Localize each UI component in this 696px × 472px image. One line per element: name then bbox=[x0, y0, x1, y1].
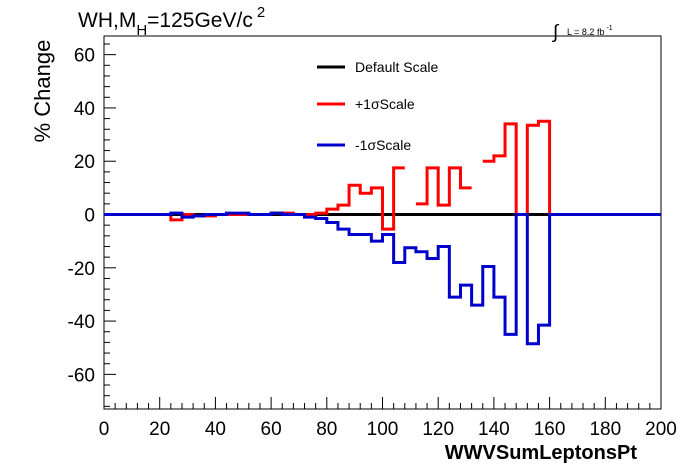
lumi-integral-sign: ∫ bbox=[552, 22, 560, 43]
x-axis: 0 20 40 60 80 100 120 140 160 180 200 bbox=[99, 397, 677, 440]
legend-label-default: Default Scale bbox=[355, 59, 438, 75]
x-tick-label: 120 bbox=[422, 419, 454, 440]
x-tick-label: 140 bbox=[478, 419, 510, 440]
legend-label-plus: +1σScale bbox=[355, 96, 415, 112]
legend-label-minus: -1σScale bbox=[355, 137, 411, 153]
series-line-2 bbox=[104, 211, 661, 346]
series-layer bbox=[104, 119, 661, 346]
y-tick-label: -60 bbox=[68, 365, 95, 386]
x-tick-label: 60 bbox=[261, 419, 282, 440]
x-tick-label: 160 bbox=[534, 419, 566, 440]
x-tick-label: 80 bbox=[316, 419, 337, 440]
y-tick-label: 20 bbox=[74, 152, 95, 173]
x-tick-label: 200 bbox=[645, 419, 677, 440]
y-axis: -60 -40 -20 0 20 40 60 bbox=[68, 43, 116, 407]
y-tick-label: 0 bbox=[84, 206, 95, 227]
x-axis-label: WWVSumLeptonsPt bbox=[445, 442, 638, 464]
x-tick-label: 180 bbox=[589, 419, 621, 440]
x-tick-label: 100 bbox=[367, 419, 399, 440]
x-tick-label: 0 bbox=[99, 419, 110, 440]
x-tick-label: 40 bbox=[205, 419, 226, 440]
lumi-label: L = 8.2 fb -1 bbox=[567, 25, 613, 37]
y-axis-label: % Change bbox=[30, 40, 55, 143]
y-tick-label: -40 bbox=[68, 312, 95, 333]
y-tick-label: 60 bbox=[74, 46, 95, 67]
legend: Default Scale +1σScale -1σScale bbox=[317, 59, 438, 153]
y-tick-label: 40 bbox=[74, 99, 95, 120]
y-tick-label: -20 bbox=[68, 259, 95, 280]
x-tick-label: 20 bbox=[149, 419, 170, 440]
chart-title: WH,MH=125GeV/c 2 bbox=[78, 4, 265, 39]
